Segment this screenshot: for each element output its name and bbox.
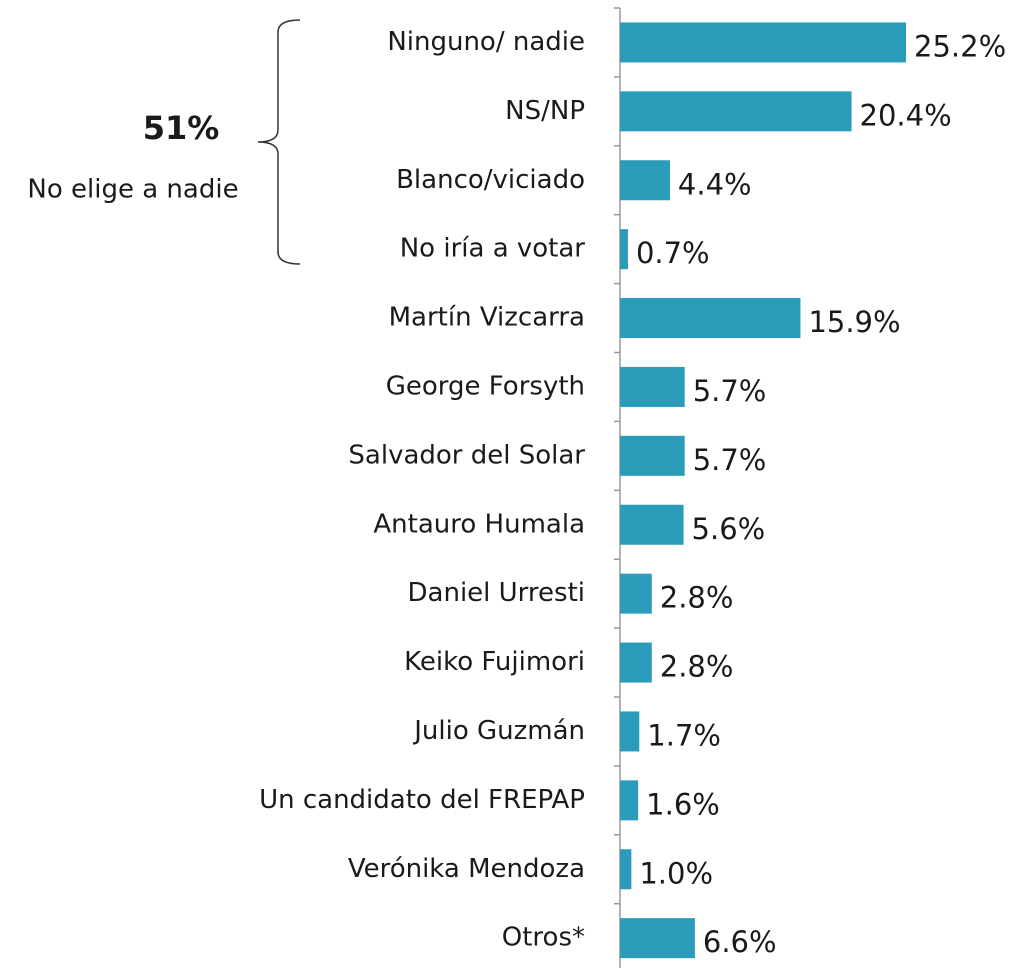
category-label: NS/NP [505, 96, 585, 126]
category-label: Ninguno/ nadie [387, 27, 585, 57]
bar [620, 229, 628, 270]
value-label: 6.6% [703, 925, 777, 959]
value-label: 4.4% [678, 167, 752, 201]
category-label: Un candidato del FREPAP [259, 785, 585, 815]
bar [620, 918, 695, 959]
value-label: 2.8% [660, 581, 734, 615]
category-label: Otros* [502, 923, 585, 953]
category-label: Martín Vizcarra [389, 303, 585, 333]
bar [620, 573, 652, 614]
bar [620, 298, 801, 339]
value-label: 5.7% [693, 443, 767, 477]
category-label: Julio Guzmán [412, 716, 585, 746]
category-label: Verónika Mendoza [348, 854, 585, 884]
category-label: Blanco/viciado [396, 165, 585, 195]
bar [620, 91, 852, 132]
bar [620, 366, 685, 407]
category-label: Keiko Fujimori [404, 647, 585, 677]
bar [620, 435, 685, 476]
value-label: 1.6% [646, 787, 720, 821]
value-label: 5.7% [693, 374, 767, 408]
category-label: George Forsyth [386, 371, 585, 401]
category-label: Antauro Humala [373, 509, 585, 539]
bar [620, 711, 640, 752]
value-label: 1.0% [639, 856, 713, 890]
value-label: 0.7% [636, 236, 710, 270]
bar [620, 504, 684, 545]
annotation-value: 51% [143, 109, 220, 147]
value-label: 5.6% [692, 512, 766, 546]
value-label: 20.4% [860, 98, 952, 132]
value-label: 1.7% [647, 718, 721, 752]
category-label: Daniel Urresti [408, 578, 585, 608]
bar [620, 160, 670, 201]
bracket [257, 19, 301, 265]
bar [620, 642, 652, 683]
annotation-text: No elige a nadie [27, 175, 238, 205]
bar [620, 22, 906, 63]
category-label: No iría a votar [400, 234, 586, 264]
bar [620, 849, 632, 890]
value-label: 2.8% [660, 650, 734, 684]
value-label: 25.2% [914, 29, 1006, 63]
value-label: 15.9% [808, 305, 900, 339]
category-label: Salvador del Solar [348, 440, 585, 470]
bar [620, 780, 639, 821]
